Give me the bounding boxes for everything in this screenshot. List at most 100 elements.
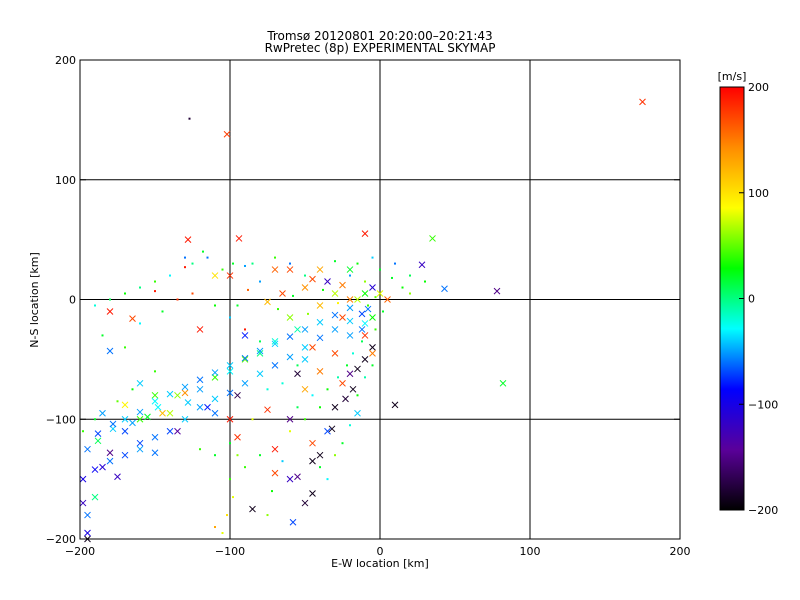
data-point-cross-stroke <box>114 473 121 481</box>
data-point-dot <box>176 298 179 301</box>
x-axis-label: E-W location [km] <box>331 557 429 570</box>
data-point-dot <box>289 430 291 433</box>
data-point-cross <box>369 350 376 357</box>
data-point-dot <box>346 364 348 367</box>
data-point-cross-stroke <box>174 427 181 435</box>
data-point-cross <box>316 334 324 342</box>
data-point-cross <box>184 236 192 243</box>
data-point-cross <box>154 403 162 411</box>
data-point-cross <box>249 505 256 513</box>
data-point-dot <box>259 280 261 283</box>
data-point-dot <box>259 454 261 457</box>
data-point-cross-stroke <box>256 347 264 355</box>
data-point-cross-stroke <box>151 391 159 399</box>
data-point-dot <box>188 117 191 120</box>
data-point-cross <box>499 379 507 387</box>
data-point-cross <box>361 230 369 237</box>
data-point-cross <box>196 326 204 333</box>
data-point-cross-stroke <box>136 439 144 447</box>
data-point-cross-stroke <box>91 493 99 501</box>
data-points <box>79 98 646 543</box>
data-point-dot <box>131 388 134 391</box>
data-point-cross-stroke <box>286 314 294 321</box>
data-point-dot <box>221 268 224 271</box>
data-point-cross <box>235 235 243 242</box>
data-point-cross-stroke <box>328 425 336 433</box>
data-point-cross <box>79 499 87 507</box>
data-point-cross-stroke <box>358 310 366 318</box>
data-point-dot <box>337 302 339 305</box>
y-axis-label: N-S location [km] <box>28 252 41 348</box>
data-point-cross-stroke <box>316 334 324 342</box>
data-point-cross-stroke <box>271 338 279 345</box>
data-point-cross <box>369 314 376 321</box>
data-point-cross <box>121 427 129 435</box>
data-point-cross-stroke <box>289 518 297 526</box>
data-point-cross-stroke <box>166 409 174 417</box>
data-point-dot <box>322 288 324 291</box>
data-point-cross-stroke <box>361 290 369 297</box>
data-point-dot <box>371 364 374 367</box>
data-point-dot <box>424 280 426 283</box>
data-point-cross <box>316 318 324 326</box>
data-point-dot <box>184 266 186 269</box>
data-point-cross <box>346 370 354 378</box>
data-point-dot <box>214 304 216 307</box>
data-point-dot <box>374 296 377 299</box>
data-point-dot <box>292 294 294 297</box>
data-point-cross <box>211 272 219 279</box>
data-point-cross <box>286 475 294 483</box>
data-point-cross-stroke <box>196 376 204 384</box>
data-point-cross <box>264 406 271 414</box>
data-point-cross <box>301 385 309 393</box>
data-point-cross-stroke <box>154 403 162 411</box>
data-point-cross <box>294 370 301 378</box>
data-point-dot <box>154 290 156 293</box>
data-point-dot <box>259 340 261 343</box>
data-point-dot <box>184 256 186 259</box>
colorbar: [m/s] <box>718 70 746 511</box>
data-point-cross-stroke <box>346 304 354 312</box>
data-point-cross-stroke <box>106 449 114 457</box>
data-point-cross <box>316 451 324 459</box>
colorbar-ticks: 200 100 0 −100 −200 <box>739 81 778 517</box>
data-point-cross-stroke <box>109 420 117 428</box>
data-point-cross-stroke <box>349 385 357 393</box>
data-point-dot <box>277 308 279 311</box>
data-point-cross <box>84 511 91 519</box>
y-axis-ticks: −200 −100 0 100 200 <box>46 54 680 546</box>
data-point-cross <box>181 389 189 397</box>
data-point-cross-stroke <box>316 266 324 273</box>
data-point-cross <box>289 518 297 526</box>
y-tick-label: 100 <box>55 174 76 187</box>
data-point-cross-stroke <box>361 320 369 327</box>
data-point-dot <box>281 460 284 463</box>
data-point-cross <box>286 415 294 423</box>
data-point-cross-stroke <box>121 401 129 409</box>
data-point-cross <box>294 473 301 481</box>
data-point-cross-stroke <box>226 272 234 279</box>
data-point-dot <box>334 454 336 457</box>
data-point-cross-stroke <box>226 367 234 375</box>
data-point-cross <box>286 353 294 361</box>
data-point-dot <box>311 394 314 397</box>
data-point-cross <box>109 425 117 433</box>
data-point-cross <box>79 475 87 483</box>
data-point-cross <box>106 449 114 457</box>
data-point-cross <box>369 284 376 291</box>
data-point-dot <box>352 352 354 355</box>
data-point-cross-stroke <box>211 395 219 403</box>
colorbar-tick-label: 200 <box>748 81 769 94</box>
data-point-cross-stroke <box>331 326 339 333</box>
data-point-dot <box>334 260 336 263</box>
data-point-cross-stroke <box>339 281 346 289</box>
data-point-cross-stroke <box>99 463 106 471</box>
data-point-dot <box>349 274 351 277</box>
data-point-cross-stroke <box>184 236 192 243</box>
data-point-cross <box>159 409 166 417</box>
data-point-cross <box>196 403 204 411</box>
data-point-cross <box>271 445 279 453</box>
data-point-cross <box>121 451 129 459</box>
data-point-cross-stroke <box>316 367 324 375</box>
